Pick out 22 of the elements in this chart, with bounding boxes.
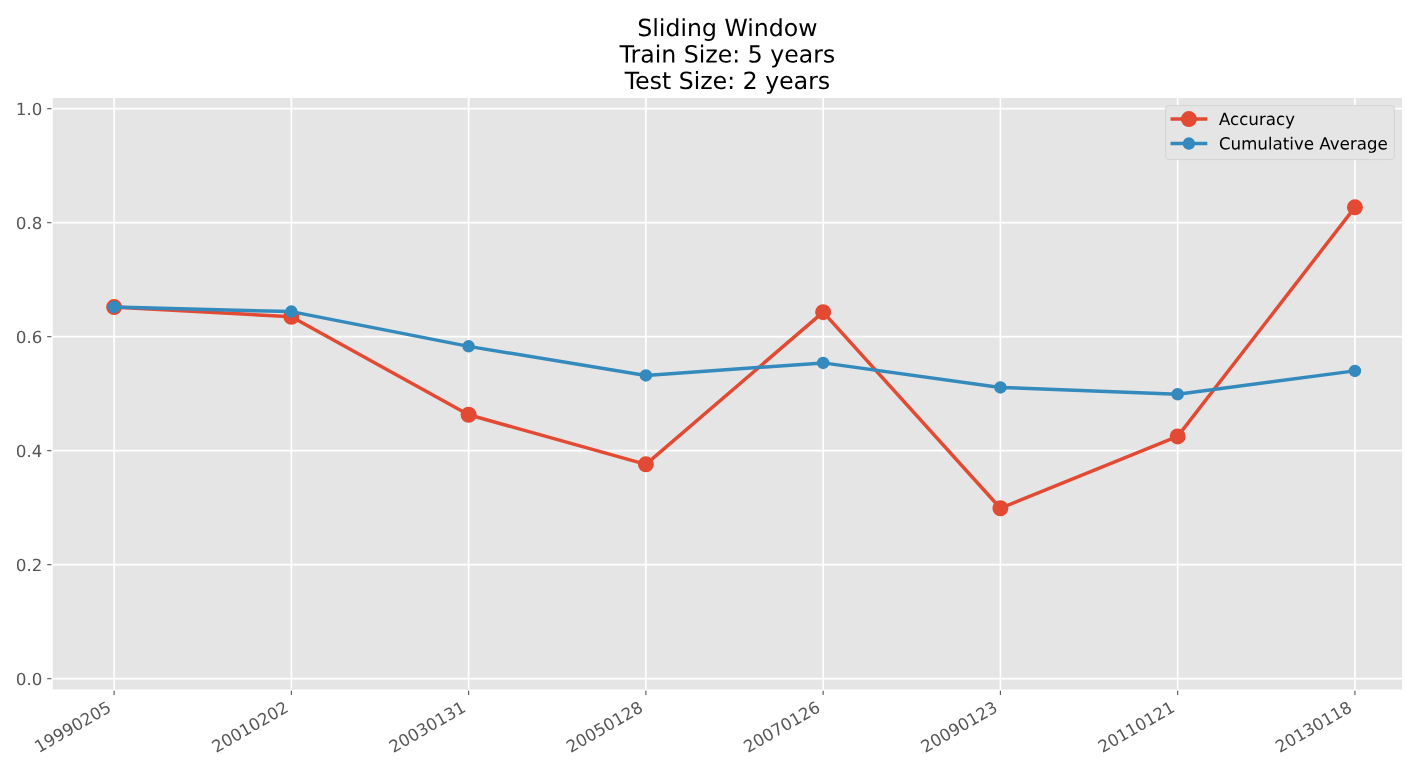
point [816,356,830,370]
chart-title: Sliding Window Train Size: 5 years Test Size: 2 years [619,18,835,94]
legend-label: Cumulative Average [1219,136,1387,153]
point [1348,364,1362,378]
point [460,406,477,423]
point [1346,199,1363,216]
point [815,304,832,321]
point [639,369,653,382]
y-tick-label: 1.0 [17,102,42,116]
point [462,340,475,353]
y-tick-label: 0.6 [16,330,42,344]
y-tick-label: 0.2 [16,558,41,572]
y-tick-label: 0.0 [16,672,42,686]
point [1169,428,1186,445]
point [1171,387,1184,401]
y-tick-label: 0.8 [16,216,42,230]
point [637,456,654,473]
point [285,305,298,318]
point [992,500,1009,517]
y-tick-label: 0.4 [16,444,42,458]
legend-label: Accuracy [1219,112,1295,129]
point [994,381,1007,394]
